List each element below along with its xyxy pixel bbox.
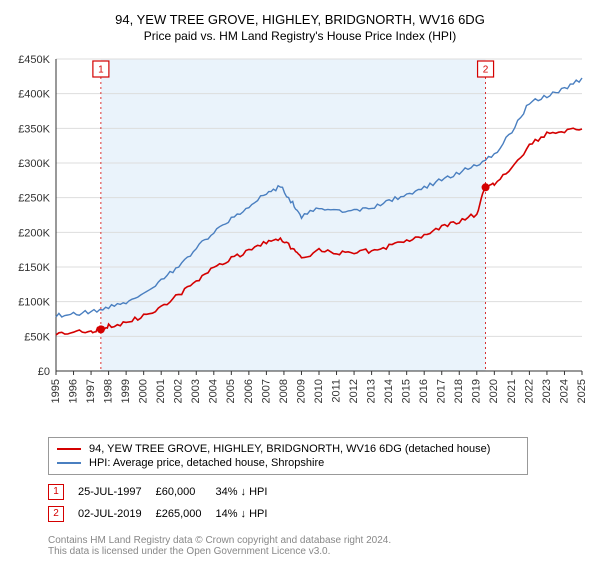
table-row: 1 25-JUL-1997 £60,000 34% ↓ HPI bbox=[48, 481, 281, 503]
sale-delta: 14% ↓ HPI bbox=[215, 503, 281, 525]
sale-price: £265,000 bbox=[156, 503, 216, 525]
chart-title-block: 94, YEW TREE GROVE, HIGHLEY, BRIDGNORTH,… bbox=[12, 12, 588, 43]
sale-date: 02-JUL-2019 bbox=[78, 503, 156, 525]
svg-text:1996: 1996 bbox=[67, 379, 79, 403]
svg-text:2005: 2005 bbox=[225, 379, 237, 403]
sale-delta: 34% ↓ HPI bbox=[215, 481, 281, 503]
svg-text:2016: 2016 bbox=[418, 379, 430, 403]
svg-text:£450K: £450K bbox=[18, 54, 50, 66]
sale-marker-2: 2 bbox=[48, 506, 64, 522]
svg-text:2024: 2024 bbox=[558, 379, 570, 403]
svg-text:2015: 2015 bbox=[401, 379, 413, 403]
svg-text:2001: 2001 bbox=[155, 379, 167, 403]
svg-text:2013: 2013 bbox=[366, 379, 378, 403]
svg-text:2020: 2020 bbox=[488, 379, 500, 403]
title-subtitle: Price paid vs. HM Land Registry's House … bbox=[12, 29, 588, 43]
legend-label-property: 94, YEW TREE GROVE, HIGHLEY, BRIDGNORTH,… bbox=[89, 443, 490, 455]
svg-text:2021: 2021 bbox=[506, 379, 518, 403]
sale-marker-1: 1 bbox=[48, 484, 64, 500]
chart-svg: £0 £50K £100K £150K £200K £250K £300K £350K £400… bbox=[12, 51, 588, 431]
svg-text:2014: 2014 bbox=[383, 379, 395, 403]
attribution-footer: Contains HM Land Registry data © Crown c… bbox=[48, 535, 588, 557]
svg-text:2000: 2000 bbox=[138, 379, 150, 403]
svg-text:2019: 2019 bbox=[471, 379, 483, 403]
svg-text:1: 1 bbox=[98, 65, 104, 76]
svg-text:2006: 2006 bbox=[243, 379, 255, 403]
svg-text:£300K: £300K bbox=[18, 158, 50, 170]
svg-text:£150K: £150K bbox=[18, 262, 50, 274]
svg-text:2: 2 bbox=[483, 65, 489, 76]
svg-text:£100K: £100K bbox=[18, 297, 50, 309]
legend-swatch-property bbox=[57, 448, 81, 450]
svg-text:2025: 2025 bbox=[576, 379, 588, 403]
svg-text:£250K: £250K bbox=[18, 193, 50, 205]
svg-text:£350K: £350K bbox=[18, 123, 50, 135]
sales-table: 1 25-JUL-1997 £60,000 34% ↓ HPI 2 02-JUL… bbox=[48, 481, 281, 525]
svg-text:1998: 1998 bbox=[103, 379, 115, 403]
svg-text:2009: 2009 bbox=[295, 379, 307, 403]
sale-date: 25-JUL-1997 bbox=[78, 481, 156, 503]
svg-text:2022: 2022 bbox=[523, 379, 535, 403]
svg-text:2018: 2018 bbox=[453, 379, 465, 403]
svg-text:£400K: £400K bbox=[18, 89, 50, 101]
svg-text:2010: 2010 bbox=[313, 379, 325, 403]
svg-text:1995: 1995 bbox=[50, 379, 62, 403]
legend-label-hpi: HPI: Average price, detached house, Shro… bbox=[89, 457, 324, 469]
legend-item-hpi: HPI: Average price, detached house, Shro… bbox=[57, 456, 519, 470]
svg-text:2008: 2008 bbox=[278, 379, 290, 403]
footer-line1: Contains HM Land Registry data © Crown c… bbox=[48, 535, 588, 546]
title-address: 94, YEW TREE GROVE, HIGHLEY, BRIDGNORTH,… bbox=[12, 12, 588, 27]
svg-text:2017: 2017 bbox=[436, 379, 448, 403]
svg-text:2023: 2023 bbox=[541, 379, 553, 403]
legend-item-property: 94, YEW TREE GROVE, HIGHLEY, BRIDGNORTH,… bbox=[57, 442, 519, 456]
svg-text:1997: 1997 bbox=[85, 379, 97, 403]
footer-line2: This data is licensed under the Open Gov… bbox=[48, 546, 588, 557]
svg-text:£50K: £50K bbox=[24, 331, 50, 343]
svg-text:2011: 2011 bbox=[330, 379, 342, 403]
table-row: 2 02-JUL-2019 £265,000 14% ↓ HPI bbox=[48, 503, 281, 525]
svg-text:2002: 2002 bbox=[173, 379, 185, 403]
svg-text:2004: 2004 bbox=[208, 379, 220, 403]
svg-text:1999: 1999 bbox=[120, 379, 132, 403]
svg-text:2003: 2003 bbox=[190, 379, 202, 403]
svg-text:2012: 2012 bbox=[348, 379, 360, 403]
legend: 94, YEW TREE GROVE, HIGHLEY, BRIDGNORTH,… bbox=[48, 437, 528, 475]
sale-price: £60,000 bbox=[156, 481, 216, 503]
legend-swatch-hpi bbox=[57, 462, 81, 464]
svg-text:£0: £0 bbox=[38, 366, 50, 378]
price-chart: £0 £50K £100K £150K £200K £250K £300K £350K £400… bbox=[12, 51, 588, 431]
svg-text:2007: 2007 bbox=[260, 379, 272, 403]
svg-text:£200K: £200K bbox=[18, 227, 50, 239]
